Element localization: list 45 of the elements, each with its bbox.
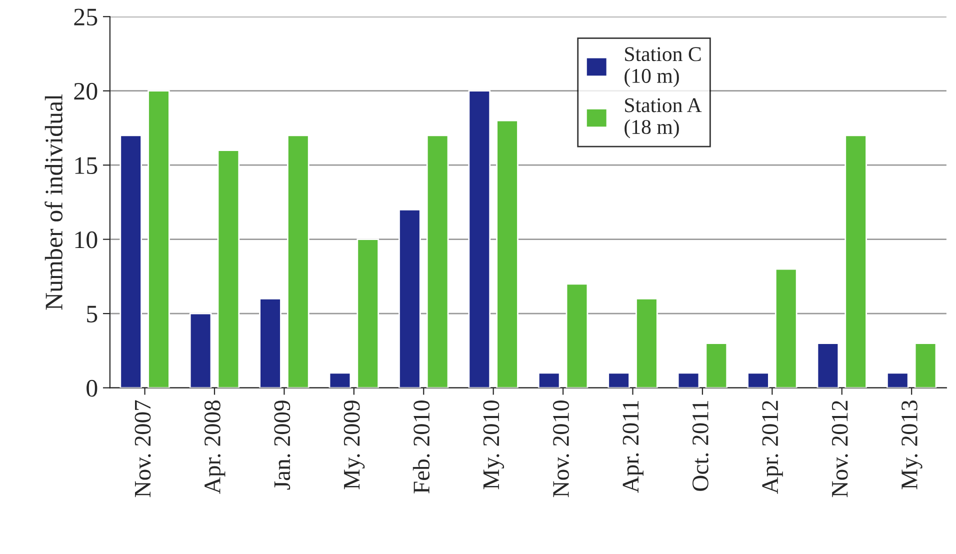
x-tick-label: My. 2009 <box>344 400 365 490</box>
x-tick-label: Nov. 2007 <box>134 400 151 498</box>
bar <box>774 268 798 388</box>
bar <box>398 208 421 388</box>
x-tick-label: Apr. 2011 <box>622 401 644 493</box>
bar <box>608 372 630 388</box>
legend-label: Station A (18 m) <box>624 98 702 138</box>
bar <box>328 372 352 388</box>
bar <box>566 283 588 388</box>
bar <box>886 372 909 388</box>
bar <box>538 372 560 388</box>
y-tick-label: 15 <box>75 157 98 174</box>
x-tick-label: Apr. 2008 <box>204 400 226 494</box>
x-tick-label: Apr. 2012 <box>762 400 783 494</box>
y-tick-label: 10 <box>75 231 98 248</box>
bar <box>844 134 867 388</box>
x-tick-label: Feb. 2010 <box>412 400 430 494</box>
x-tick-label: Oct. 2011 <box>692 401 708 491</box>
bar <box>747 372 770 388</box>
y-tick-label: 20 <box>74 82 98 100</box>
y-tick-label: 25 <box>74 8 98 26</box>
bar <box>259 298 282 388</box>
bar <box>636 298 658 388</box>
bar <box>705 342 728 388</box>
bar <box>217 150 240 388</box>
bar <box>496 120 518 388</box>
bar <box>148 90 170 388</box>
y-axis-title: Number of individual <box>44 94 62 310</box>
x-tick-label: Nov. 2012 <box>832 400 848 498</box>
bar <box>120 134 142 388</box>
bar <box>468 90 491 388</box>
bar <box>189 312 212 388</box>
bar <box>287 134 310 388</box>
x-tick-label: My. 2013 <box>901 400 922 490</box>
y-tick-label: 0 <box>86 380 98 397</box>
bar <box>677 372 700 388</box>
bar <box>816 342 840 388</box>
bar <box>426 134 449 388</box>
x-tick-label: My. 2010 <box>483 400 504 490</box>
x-tick-label: Jan. 2009 <box>274 400 290 490</box>
y-tick-label: 5 <box>87 306 98 322</box>
bar <box>914 342 937 388</box>
bar <box>356 238 380 388</box>
x-tick-label: Nov. 2010 <box>553 400 570 498</box>
legend-label: Station C (10 m) <box>624 47 701 88</box>
